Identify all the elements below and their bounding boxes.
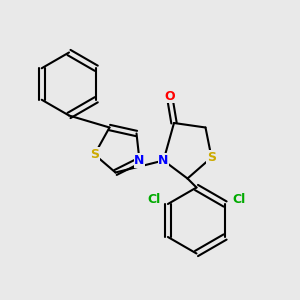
Text: N: N [134,154,145,167]
Text: S: S [207,151,216,164]
Text: S: S [90,148,99,161]
Text: O: O [164,89,175,103]
Text: Cl: Cl [148,193,161,206]
Text: N: N [158,154,169,167]
Text: Cl: Cl [232,193,245,206]
